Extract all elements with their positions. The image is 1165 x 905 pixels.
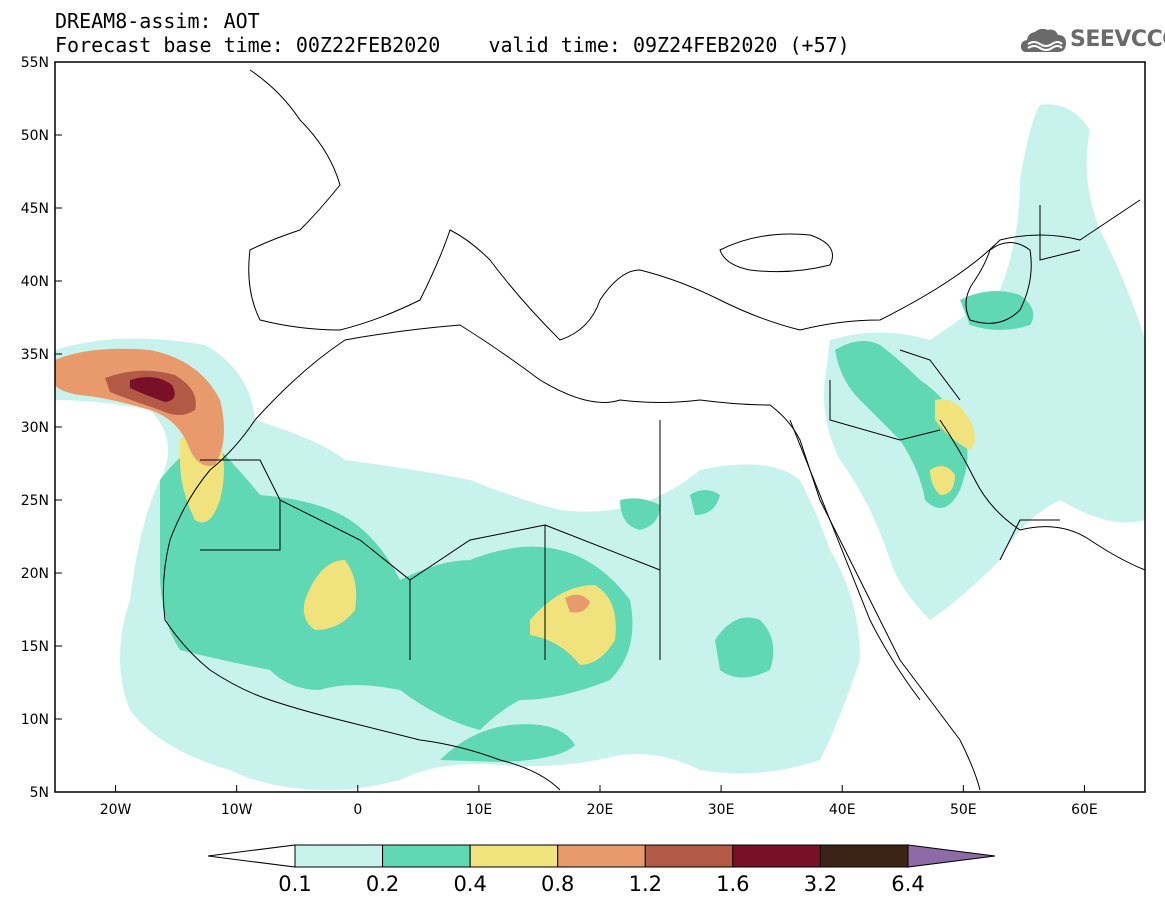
dust-area-chad [530, 585, 616, 665]
y-tick-label: 20N [21, 566, 49, 582]
colorbar-label: 3.2 [804, 872, 837, 896]
x-tick-label: 50E [950, 802, 977, 818]
x-tick-label: 20W [100, 802, 132, 818]
middle-east-borders [829, 205, 1081, 561]
dust-area-iraq [835, 341, 968, 508]
dust-area-kuwait [935, 399, 975, 450]
dust-plume-max [130, 376, 175, 402]
colorbar-labels: 0.1 0.2 0.4 0.8 1.2 1.6 3.2 6.4 [278, 872, 924, 896]
colorbar-box [819, 844, 909, 868]
coastlines [162, 69, 1146, 791]
colorbar-label: 0.4 [453, 872, 486, 896]
arabia-gulf [939, 419, 1146, 571]
x-axis: 20W 10W 0 10E 20E 30E 40E 50E 60E [100, 785, 1098, 818]
x-tick-label: 0 [353, 802, 362, 818]
cloud-logo-icon [1021, 28, 1066, 52]
dust-area-sahara-west [160, 444, 633, 730]
y-tick-label: 25N [21, 493, 49, 509]
x-tick-label: 10E [466, 802, 493, 818]
colorbar-label: 0.1 [278, 872, 311, 896]
y-tick-label: 30N [21, 420, 49, 436]
x-tick-label: 30E [708, 802, 735, 818]
y-tick-label: 35N [21, 347, 49, 363]
dust-area-libya [620, 498, 660, 530]
y-tick-label: 10N [21, 712, 49, 728]
x-tick-label: 40E [829, 802, 856, 818]
colorbar-label: 6.4 [891, 872, 924, 896]
colorbar-box [294, 844, 384, 868]
y-tick-label: 45N [21, 201, 49, 217]
colorbar-box [557, 844, 646, 868]
y-tick-label: 15N [21, 639, 49, 655]
dust-plume-atlantic [55, 348, 224, 466]
dust-area-middle-east [824, 104, 1145, 621]
dust-area-chad-core [565, 594, 590, 613]
y-tick-label: 40N [21, 274, 49, 290]
colorbar-box [382, 844, 471, 868]
forecast-times: Forecast base time: 00Z22FEB2020 valid t… [55, 33, 850, 57]
aot-field [55, 104, 1145, 790]
x-tick-label: 20E [587, 802, 614, 818]
colorbar-box [469, 844, 559, 868]
colorbar-boxes [207, 844, 996, 868]
map-title: DREAM8-assim: AOT [55, 9, 260, 33]
africa-north-coast [254, 324, 981, 791]
dust-area-caspian [960, 291, 1034, 330]
logo-text: SEEVCCC [1070, 27, 1165, 52]
seevccc-logo: SEEVCCC [1020, 26, 1165, 56]
y-tick-label: 5N [30, 785, 49, 801]
x-tick-label: 10W [221, 802, 253, 818]
caspian-sea [965, 242, 1032, 324]
black-sea [719, 233, 833, 273]
colorbar-label: 0.8 [541, 872, 574, 896]
y-tick-label: 50N [21, 128, 49, 144]
dust-area-saudi-east [930, 466, 955, 495]
y-axis: 55N 50N 45N 40N 35N 30N 25N 20N 15N 10N 5N [21, 55, 62, 801]
dust-area-sudan-core [715, 617, 774, 678]
colorbar-box [644, 844, 734, 868]
colorbar-label: 0.2 [366, 872, 399, 896]
x-tick-label: 60E [1071, 802, 1098, 818]
dust-area-egypt [690, 490, 720, 515]
colorbar-over-triangle [907, 844, 996, 868]
europe-coastline [248, 69, 1141, 341]
dust-area-nigeria [440, 724, 575, 762]
sahara-borders [200, 420, 661, 660]
dust-area-mali [303, 560, 357, 630]
colorbar-label: 1.2 [629, 872, 662, 896]
y-tick-label: 55N [21, 55, 49, 71]
red-sea [789, 419, 921, 701]
colorbar-box [732, 844, 821, 868]
colorbar-under-triangle [207, 844, 296, 868]
colorbar-label: 1.6 [716, 872, 749, 896]
africa-west-coast [162, 419, 561, 791]
